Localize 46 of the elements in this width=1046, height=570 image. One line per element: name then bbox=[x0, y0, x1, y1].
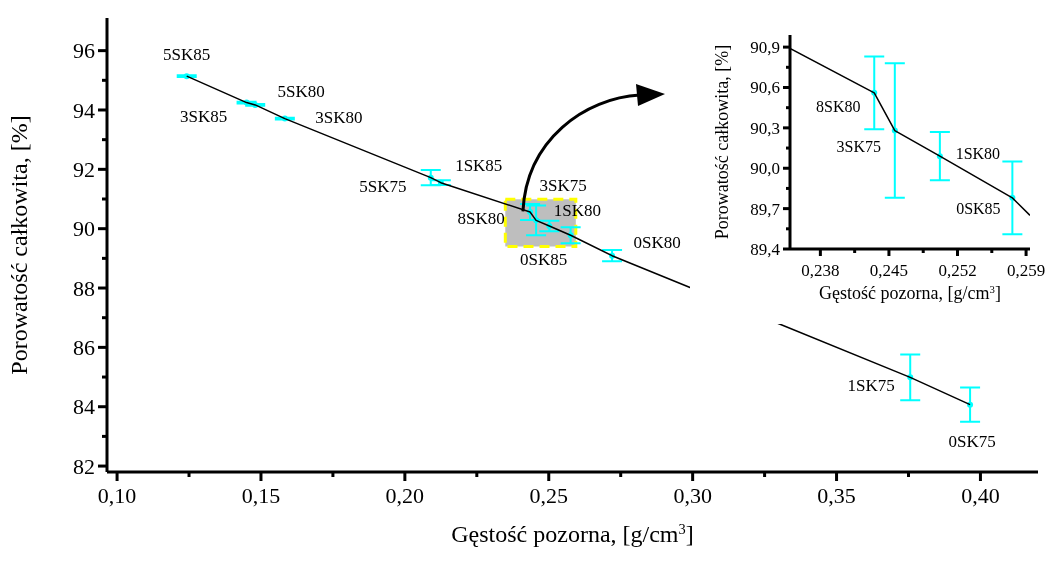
annotation: 1SK80 bbox=[553, 200, 601, 220]
y-tick-label: 90,0 bbox=[750, 159, 780, 179]
annotation: 3SK85 bbox=[179, 106, 228, 126]
annotation: 3SK75 bbox=[836, 138, 882, 156]
y-tick-label: 90,6 bbox=[750, 78, 780, 98]
x-tick-label: 0,20 bbox=[385, 483, 425, 508]
annotation: 1SK85 bbox=[455, 155, 503, 175]
x-axis-title: Gęstość pozorna, [g/cm$^{3}$] bbox=[451, 521, 694, 547]
y-tick-label: 88 bbox=[73, 275, 95, 301]
y-axis-title: Porowatość całkowita, [%] bbox=[712, 44, 732, 240]
x-axis-title: Gęstość pozorna, [g/cm$^{3}$] bbox=[819, 283, 1001, 303]
y-tick-label: 90,3 bbox=[750, 118, 780, 138]
y-tick-label: 92 bbox=[73, 157, 95, 183]
x-tick-label: 0,238 bbox=[801, 261, 840, 280]
y-tick-label: 84 bbox=[73, 394, 95, 420]
annotation: 3SK80 bbox=[315, 107, 363, 127]
y-tick-label: 89,7 bbox=[750, 199, 781, 219]
x-tick-label: 0,35 bbox=[817, 483, 856, 508]
y-tick-label: 82 bbox=[73, 453, 95, 479]
x-tick-label: 0,10 bbox=[97, 483, 137, 508]
x-tick-label: 0,30 bbox=[673, 483, 712, 508]
x-tick-label: 0,259 bbox=[1006, 261, 1046, 280]
annotation: 0SK80 bbox=[633, 232, 681, 252]
annotation: 0SK85 bbox=[956, 200, 1001, 218]
annotation: 8SK80 bbox=[457, 209, 505, 229]
annotation: 3SK75 bbox=[539, 176, 587, 196]
annotation: 5SK85 bbox=[163, 45, 211, 65]
annotation: 0SK85 bbox=[520, 250, 568, 270]
y-tick-label: 90 bbox=[73, 216, 95, 242]
annotation: 5SK80 bbox=[277, 81, 325, 101]
annotation: 8SK80 bbox=[816, 98, 861, 116]
x-tick-label: 0,40 bbox=[961, 483, 1000, 508]
y-tick-label: 96 bbox=[73, 38, 95, 64]
x-tick-label: 0,245 bbox=[869, 261, 909, 280]
y-tick-label: 89,4 bbox=[750, 239, 781, 259]
annotation: 1SK80 bbox=[955, 144, 1001, 162]
y-tick-label: 86 bbox=[73, 335, 95, 361]
x-tick-label: 0,15 bbox=[241, 483, 281, 508]
y-tick-label: 90,9 bbox=[750, 38, 780, 58]
annotation: 0SK75 bbox=[948, 431, 996, 451]
y-tick-label: 94 bbox=[73, 97, 95, 123]
annotation: 1SK75 bbox=[847, 376, 895, 396]
x-tick-label: 0,252 bbox=[938, 261, 977, 280]
y-axis-title: Porowatość całkowita, [%] bbox=[6, 115, 32, 375]
annotation: 5SK75 bbox=[359, 176, 407, 196]
x-tick-label: 0,25 bbox=[529, 483, 569, 508]
